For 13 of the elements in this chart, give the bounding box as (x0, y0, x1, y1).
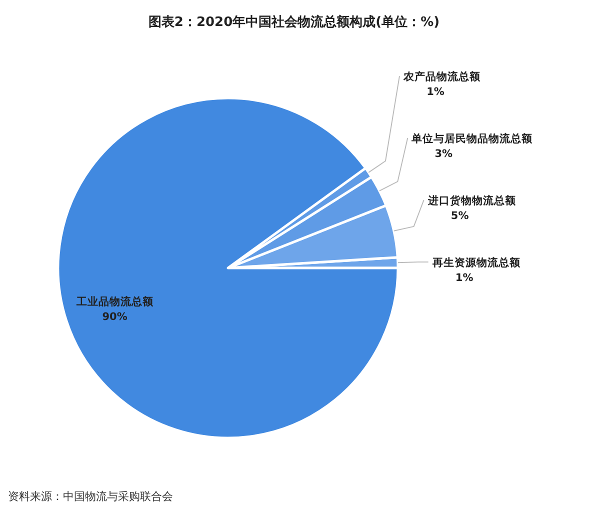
chart-title: 图表2：2020年中国社会物流总额构成(单位：%) (148, 14, 440, 30)
data-label: 5% (450, 210, 470, 222)
data-label: 1% (455, 272, 474, 284)
slice-label: 农产品物流总额 (402, 70, 482, 84)
data-label: 90% (102, 310, 128, 323)
slice-label: 进口货物物流总额 (426, 194, 517, 208)
text: 资料来源：中国物流与采购联合会 (8, 490, 173, 503)
slice-label: 再生资源物流总额 (431, 256, 522, 270)
slice-label: 工业品物流总额 (75, 294, 154, 308)
data-label: 1% (426, 86, 445, 98)
slice-label: 单位与居民物品物流总额 (410, 132, 534, 146)
pie-slice (57, 96, 400, 440)
data-label: 3% (434, 148, 454, 160)
